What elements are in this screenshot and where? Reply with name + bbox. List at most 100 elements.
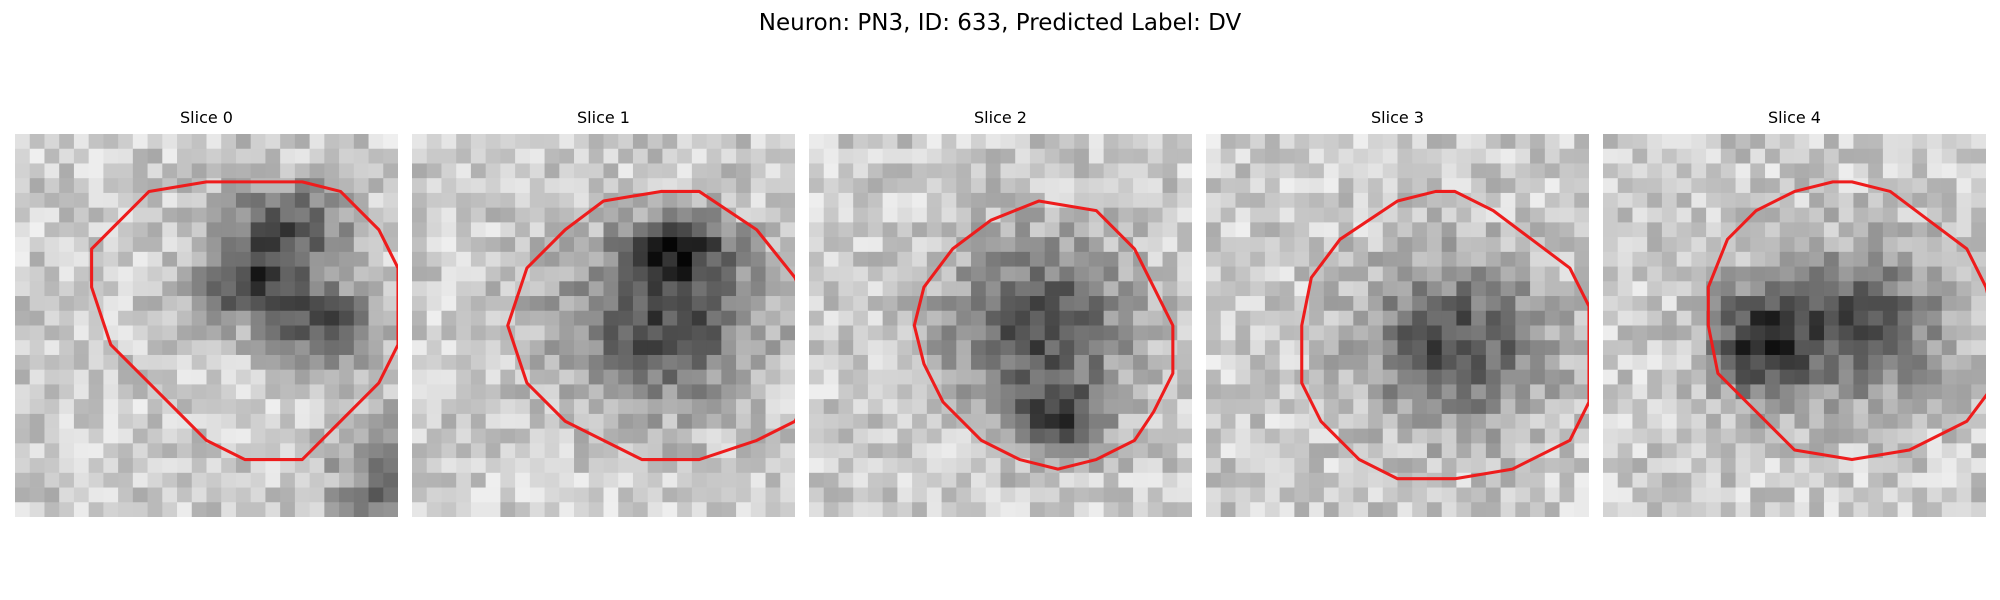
- voxel: [853, 163, 869, 179]
- voxel: [647, 369, 663, 385]
- panel-title-2: Slice 2: [974, 108, 1027, 127]
- voxel: [191, 192, 207, 209]
- voxel: [1794, 369, 1810, 385]
- voxel: [1661, 251, 1678, 267]
- voxel: [1162, 207, 1178, 223]
- voxel: [265, 502, 281, 517]
- voxel: [206, 325, 222, 341]
- voxel: [588, 281, 604, 297]
- voxel: [1279, 487, 1295, 503]
- voxel: [559, 281, 575, 297]
- voxel: [1617, 207, 1633, 223]
- voxel: [29, 148, 45, 164]
- voxel: [132, 163, 148, 179]
- voxel: [1912, 458, 1928, 474]
- voxel: [1794, 428, 1810, 444]
- voxel: [544, 163, 560, 179]
- voxel: [1147, 163, 1163, 179]
- voxel: [221, 458, 237, 474]
- voxel: [971, 325, 987, 341]
- voxel: [529, 237, 545, 253]
- voxel: [1353, 340, 1369, 356]
- voxel: [1544, 340, 1560, 356]
- voxel: [368, 148, 384, 164]
- voxel: [103, 428, 119, 444]
- voxel: [1162, 428, 1178, 444]
- voxel: [1456, 502, 1472, 517]
- voxel: [1353, 384, 1369, 400]
- voxel: [1029, 384, 1046, 400]
- voxel: [500, 428, 516, 444]
- voxel: [750, 487, 766, 503]
- voxel: [1559, 458, 1575, 474]
- voxel: [662, 443, 678, 459]
- voxel: [250, 296, 266, 312]
- voxel: [147, 266, 163, 282]
- voxel: [1059, 325, 1075, 341]
- voxel: [1029, 310, 1046, 326]
- voxel: [1632, 266, 1648, 282]
- voxel: [44, 487, 60, 503]
- voxel: [926, 428, 942, 444]
- voxel: [647, 178, 663, 194]
- voxel: [1397, 369, 1413, 385]
- voxel: [339, 502, 355, 517]
- voxel: [662, 487, 678, 503]
- voxel: [1220, 458, 1236, 474]
- voxel: [1544, 458, 1560, 474]
- voxel: [559, 266, 575, 282]
- voxel: [1897, 413, 1913, 429]
- voxel: [1397, 148, 1413, 164]
- voxel: [941, 222, 957, 238]
- voxel: [1603, 178, 1619, 194]
- voxel: [368, 178, 384, 194]
- voxel: [706, 399, 722, 415]
- voxel: [632, 413, 649, 429]
- voxel: [809, 487, 825, 503]
- voxel: [309, 134, 325, 150]
- voxel: [1015, 266, 1031, 282]
- voxel: [721, 428, 737, 444]
- voxel: [1750, 281, 1766, 297]
- voxel: [1074, 310, 1090, 326]
- voxel: [1853, 354, 1869, 371]
- voxel: [618, 384, 634, 400]
- voxel: [780, 458, 795, 474]
- voxel: [632, 296, 649, 312]
- voxel: [574, 325, 590, 341]
- voxel: [1882, 134, 1898, 150]
- voxel: [780, 178, 795, 194]
- voxel: [1206, 487, 1222, 503]
- voxel: [1235, 251, 1251, 267]
- voxel: [574, 369, 590, 385]
- voxel: [809, 354, 825, 371]
- voxel: [412, 192, 428, 209]
- voxel: [1559, 163, 1575, 179]
- voxel: [706, 502, 722, 517]
- voxel: [1471, 399, 1487, 415]
- voxel: [1912, 369, 1928, 385]
- voxel: [1912, 428, 1928, 444]
- voxel: [1647, 340, 1663, 356]
- voxel: [294, 413, 310, 429]
- voxel: [736, 502, 752, 517]
- voxel: [1779, 207, 1795, 223]
- voxel: [339, 310, 355, 326]
- voxel: [1765, 134, 1781, 150]
- voxel: [1235, 325, 1251, 341]
- voxel: [1661, 207, 1678, 223]
- voxel: [1015, 178, 1031, 194]
- voxel: [29, 266, 45, 282]
- voxel: [294, 148, 310, 164]
- voxel: [1264, 472, 1281, 488]
- voxel: [1220, 502, 1236, 517]
- voxel: [1220, 310, 1236, 326]
- voxel: [1382, 428, 1398, 444]
- voxel: [1530, 340, 1546, 356]
- voxel: [706, 178, 722, 194]
- voxel: [1382, 251, 1398, 267]
- voxel: [280, 148, 296, 164]
- voxel: [1103, 399, 1119, 415]
- voxel: [235, 487, 252, 503]
- voxel: [1617, 192, 1633, 209]
